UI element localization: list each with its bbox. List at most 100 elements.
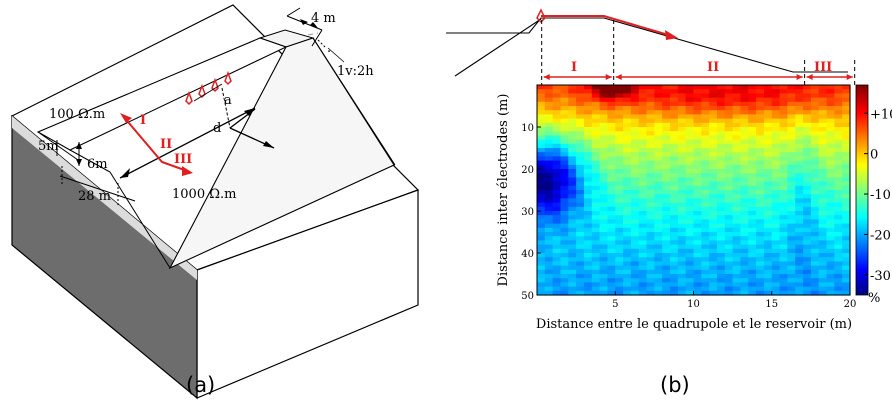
heatmap-cell — [834, 274, 843, 279]
heatmap-cell — [654, 122, 663, 128]
heatmap-cell — [779, 97, 789, 103]
heatmap-cell — [693, 156, 702, 162]
heatmap-cell — [630, 232, 640, 237]
heatmap-cell — [552, 286, 562, 292]
heatmap-cell — [842, 127, 851, 132]
heatmap-cell — [591, 232, 601, 237]
heatmap-cell — [693, 106, 702, 111]
heatmap-cell — [552, 219, 562, 225]
heatmap-cell — [537, 139, 546, 145]
heatmap-cell — [677, 177, 687, 183]
heatmap-cell — [748, 290, 757, 296]
heatmap-cell — [701, 164, 710, 170]
heatmap-cell — [623, 122, 632, 128]
heatmap-cell — [646, 97, 655, 103]
heatmap-cell — [599, 290, 609, 296]
heatmap-cell — [685, 148, 695, 153]
heatmap-cell — [834, 202, 843, 208]
heatmap-cell — [716, 236, 726, 241]
heatmap-cell — [677, 127, 687, 132]
heatmap-cell — [560, 278, 569, 283]
heatmap-cell — [654, 106, 663, 111]
heatmap-cell — [654, 110, 663, 115]
heatmap-cell — [740, 261, 749, 267]
heatmap-cell — [654, 223, 663, 229]
heatmap-cell — [638, 85, 648, 90]
heatmap-cell — [599, 257, 609, 262]
heatmap-cell — [795, 244, 804, 250]
heatmap-cell — [803, 261, 812, 267]
heatmap-cell — [763, 206, 773, 212]
heatmap-cell — [615, 269, 624, 275]
heatmap-cell — [709, 127, 718, 132]
heatmap-cell — [842, 219, 851, 225]
heatmap-cell — [732, 206, 742, 212]
heatmap-cell — [560, 156, 569, 162]
heatmap-cell — [560, 177, 569, 183]
heatmap-cell — [787, 227, 796, 233]
heatmap-cell — [568, 160, 577, 166]
heatmap-cell — [591, 282, 601, 288]
heatmap-cell — [662, 160, 671, 166]
heatmap-cell — [599, 282, 609, 288]
heatmap-cell — [826, 135, 835, 141]
heatmap-cell — [818, 177, 828, 183]
heatmap-cell — [630, 278, 640, 283]
heatmap-cell — [693, 135, 702, 141]
heatmap-cell — [638, 190, 648, 195]
heatmap-cell — [693, 127, 702, 132]
heatmap-cell — [709, 143, 718, 149]
heatmap-cell — [662, 198, 671, 204]
heatmap-cell — [787, 89, 796, 94]
heatmap-cell — [623, 194, 632, 199]
heatmap-cell — [779, 206, 789, 212]
heatmap-cell — [537, 127, 546, 132]
heatmap-cell — [748, 85, 757, 90]
heatmap-cell — [591, 139, 601, 145]
heatmap-cell — [583, 139, 593, 145]
heatmap-cell — [630, 282, 640, 288]
heatmap-cell — [677, 181, 687, 187]
heatmap-cell — [834, 169, 843, 174]
zone-2-label-a: II — [160, 137, 172, 152]
heatmap-cell — [810, 253, 820, 258]
heatmap-cell — [709, 232, 718, 237]
heatmap-cell — [818, 173, 828, 178]
heatmap-cell — [623, 202, 632, 208]
heatmap-cell — [654, 131, 663, 136]
heatmap-cell — [576, 185, 585, 191]
heatmap-cell — [623, 248, 632, 254]
heatmap-cell — [716, 114, 726, 120]
heatmap-cell — [583, 101, 593, 107]
heatmap-cell — [685, 118, 695, 124]
heatmap-cell — [748, 236, 757, 241]
heatmap-cell — [630, 110, 640, 115]
heatmap-cell — [685, 114, 695, 120]
heatmap-cell — [576, 164, 585, 170]
heatmap-cell — [716, 278, 726, 283]
heatmap-cell — [732, 143, 742, 149]
heatmap-cell — [685, 185, 695, 191]
heatmap-cell — [552, 93, 562, 99]
heatmap-cell — [544, 185, 554, 191]
heatmap-cell — [826, 269, 835, 275]
heatmap-cell — [591, 173, 601, 178]
heatmap-cell — [818, 85, 828, 90]
heatmap-cell — [709, 106, 718, 111]
heatmap-cell — [842, 89, 851, 94]
heatmap-cell — [740, 282, 749, 288]
heatmap-cell — [818, 282, 828, 288]
heatmap-cell — [576, 202, 585, 208]
heatmap-cell — [779, 173, 789, 178]
heatmap-cell — [826, 223, 835, 229]
heatmap-cell — [607, 185, 616, 191]
heatmap-cell — [803, 164, 812, 170]
heatmap-cell — [818, 97, 828, 103]
heatmap-cell — [810, 257, 820, 262]
heatmap-cell — [568, 206, 577, 212]
heatmap-cell — [724, 156, 734, 162]
heatmap-cell — [763, 177, 773, 183]
heatmap-cell — [583, 198, 593, 204]
heatmap-cell — [670, 282, 679, 288]
heatmap-cell — [583, 135, 593, 141]
